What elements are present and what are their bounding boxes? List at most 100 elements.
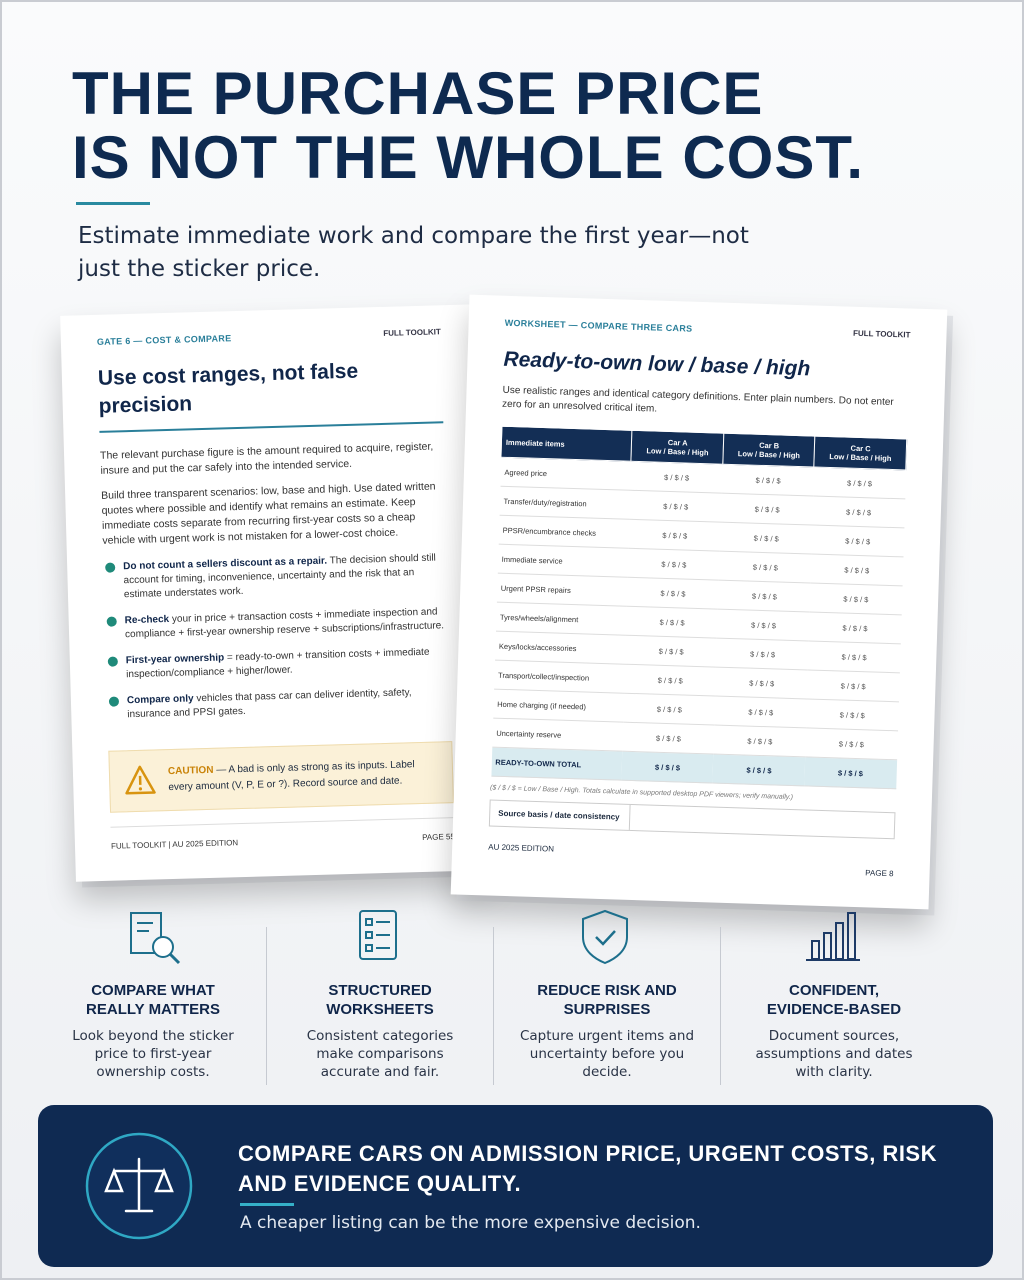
- feature: REDUCE RISK AND SURPRISES Capture urgent …: [494, 907, 720, 1085]
- subtitle: Estimate immediate work and compare the …: [78, 223, 749, 282]
- cell: $ / $ / $: [720, 522, 813, 555]
- cell: $ / $ / $: [628, 519, 722, 552]
- feature-icon: [721, 907, 947, 977]
- bullet-lead: First-year ownership: [125, 652, 225, 667]
- cell: $ / $ / $: [812, 496, 905, 528]
- caution-box: CAUTION — A bad is only as strong as its…: [108, 741, 454, 813]
- cell: $ / $ / $: [813, 467, 906, 499]
- row-label: Keys/locks/accessories: [494, 631, 626, 665]
- cell: $ / $ / $: [719, 551, 812, 583]
- cell: $ / $ / $: [808, 611, 902, 644]
- feature-icon: [267, 907, 493, 977]
- row-label: Immediate service: [497, 544, 629, 578]
- banner: COMPARE CARS ON ADMISSION PRICE, URGENT …: [38, 1105, 993, 1267]
- warning-icon: [125, 765, 156, 795]
- cell: $ / $ / $: [721, 464, 815, 497]
- caution-label: CAUTION: [167, 764, 214, 778]
- bullet: Compare only vehicles that pass car can …: [107, 685, 452, 723]
- column-name: Immediate items: [505, 437, 565, 449]
- cell: $ / $ / $: [626, 577, 720, 610]
- source-box: Source basis / date consistency: [488, 799, 896, 840]
- column-subheader: Low / Base / High: [737, 449, 801, 461]
- row-label: Home charging (if needed): [492, 689, 625, 723]
- left-page: GATE 6 — COST & COMPARE FULL TOOLKIT Use…: [60, 304, 492, 882]
- column-header: Immediate items: [500, 426, 633, 462]
- total-cell: $ / $ / $: [804, 756, 897, 789]
- row-label: Uncertainty reserve: [491, 718, 624, 752]
- cell: $ / $ / $: [811, 525, 904, 557]
- feature-title: COMPARE WHAT REALLY MATTERS: [86, 982, 220, 1018]
- banner-rule: [240, 1203, 294, 1206]
- bullet-lead: Compare only: [126, 693, 194, 707]
- column-header: Car A Low / Base / High: [631, 430, 724, 465]
- feature-title: REDUCE RISK AND SURPRISES: [537, 982, 677, 1018]
- footer-text: FULL TOOLKIT | AU 2025 EDITION: [110, 838, 239, 851]
- row-label: Urgent PPSR repairs: [496, 573, 628, 607]
- headline-line: IS NOT THE WHOLE COST.: [72, 124, 865, 191]
- column-header: Car C Low / Base / High: [814, 436, 907, 470]
- intro: Use realistic ranges and identical categ…: [501, 384, 894, 415]
- page-title: Ready-to-own low / base / high: [503, 347, 811, 381]
- cell: $ / $ / $: [805, 727, 898, 760]
- accent-rule: [76, 202, 150, 205]
- feature-text: Capture urgent items and uncertainty bef…: [519, 1028, 695, 1080]
- row-label: PPSR/encumbrance checks: [498, 515, 630, 549]
- edition: AU 2025 EDITION: [488, 842, 555, 854]
- cell: $ / $ / $: [809, 582, 903, 615]
- bullet-text: your in price + transaction costs + imme…: [124, 606, 445, 641]
- feature-text: Document sources, assumptions and dates …: [755, 1028, 913, 1080]
- feature-title: STRUCTURED WORKSHEETS: [326, 982, 434, 1018]
- page-title: Use cost ranges, not false precision: [97, 359, 359, 418]
- paragraph: The relevant purchase figure is the amou…: [99, 440, 434, 477]
- cell: $ / $ / $: [810, 554, 904, 586]
- cell: $ / $ / $: [718, 580, 811, 612]
- cell: $ / $ / $: [624, 664, 717, 697]
- toolkit-label: FULL TOOLKIT: [852, 328, 911, 340]
- cell: $ / $ / $: [622, 722, 715, 755]
- banner-headline: COMPARE CARS ON ADMISSION PRICE, URGENT …: [238, 1141, 937, 1196]
- icon: [806, 912, 860, 961]
- bullet-lead: Re-check: [124, 613, 170, 627]
- feature-icon: [494, 907, 720, 977]
- feature-icon: [40, 907, 266, 977]
- row-label: Transfer/duty/registration: [499, 486, 631, 520]
- feature: STRUCTURED WORKSHEETS Consistent categori…: [267, 907, 493, 1085]
- row-label: Tyres/wheels/alignment: [495, 602, 627, 636]
- cell: $ / $ / $: [627, 548, 721, 581]
- cell: $ / $ / $: [624, 635, 718, 668]
- page-number: PAGE 8: [865, 868, 894, 879]
- source-label: Source basis / date consistency: [489, 800, 631, 830]
- icon: [582, 909, 628, 965]
- page-number: PAGE 55: [421, 832, 455, 843]
- rule: [99, 421, 444, 433]
- cell: $ / $ / $: [806, 669, 900, 702]
- page-footer: FULL TOOLKIT | AU 2025 EDITION PAGE 55: [110, 817, 455, 851]
- cell: $ / $ / $: [625, 606, 719, 639]
- scale-icon: [85, 1132, 193, 1240]
- row-label: Agreed price: [500, 457, 632, 491]
- cell: $ / $ / $: [713, 725, 807, 757]
- icon: [359, 910, 397, 960]
- table-body: Agreed price $ / $ / $ $ / $ / $ $ / $ / $ T…: [490, 457, 906, 789]
- feature: COMPARE WHAT REALLY MATTERS Look beyond t…: [40, 907, 266, 1085]
- cell: $ / $ / $: [714, 696, 807, 728]
- headline-line: THE PURCHASE PRICE: [72, 60, 764, 127]
- column-subheader: Low / Base / High: [646, 446, 709, 458]
- feature-title: CONFIDENT, EVIDENCE-BASED: [766, 982, 902, 1018]
- cell: $ / $ / $: [721, 493, 814, 526]
- feature: CONFIDENT, EVIDENCE-BASED Document source…: [721, 907, 947, 1085]
- headline: THE PURCHASE PRICE IS NOT THE WHOLE COST…: [72, 62, 864, 190]
- cell: $ / $ / $: [623, 693, 716, 726]
- toolkit-label: FULL TOOLKIT: [383, 327, 441, 338]
- worksheet-table: Immediate items Car A Low / Base / High Car…: [490, 426, 907, 790]
- cell: $ / $ / $: [807, 640, 901, 673]
- cell: $ / $ / $: [717, 609, 810, 641]
- divider: [493, 927, 494, 1085]
- cell: $ / $ / $: [715, 667, 808, 699]
- kicker: WORKSHEET — COMPARE THREE CARS: [504, 317, 693, 334]
- cell: $ / $ / $: [806, 698, 899, 731]
- feature-text: Consistent categories make comparisons a…: [306, 1028, 454, 1080]
- total-cell: $ / $ / $: [621, 751, 714, 784]
- column-header: Car B Low / Base / High: [722, 433, 816, 468]
